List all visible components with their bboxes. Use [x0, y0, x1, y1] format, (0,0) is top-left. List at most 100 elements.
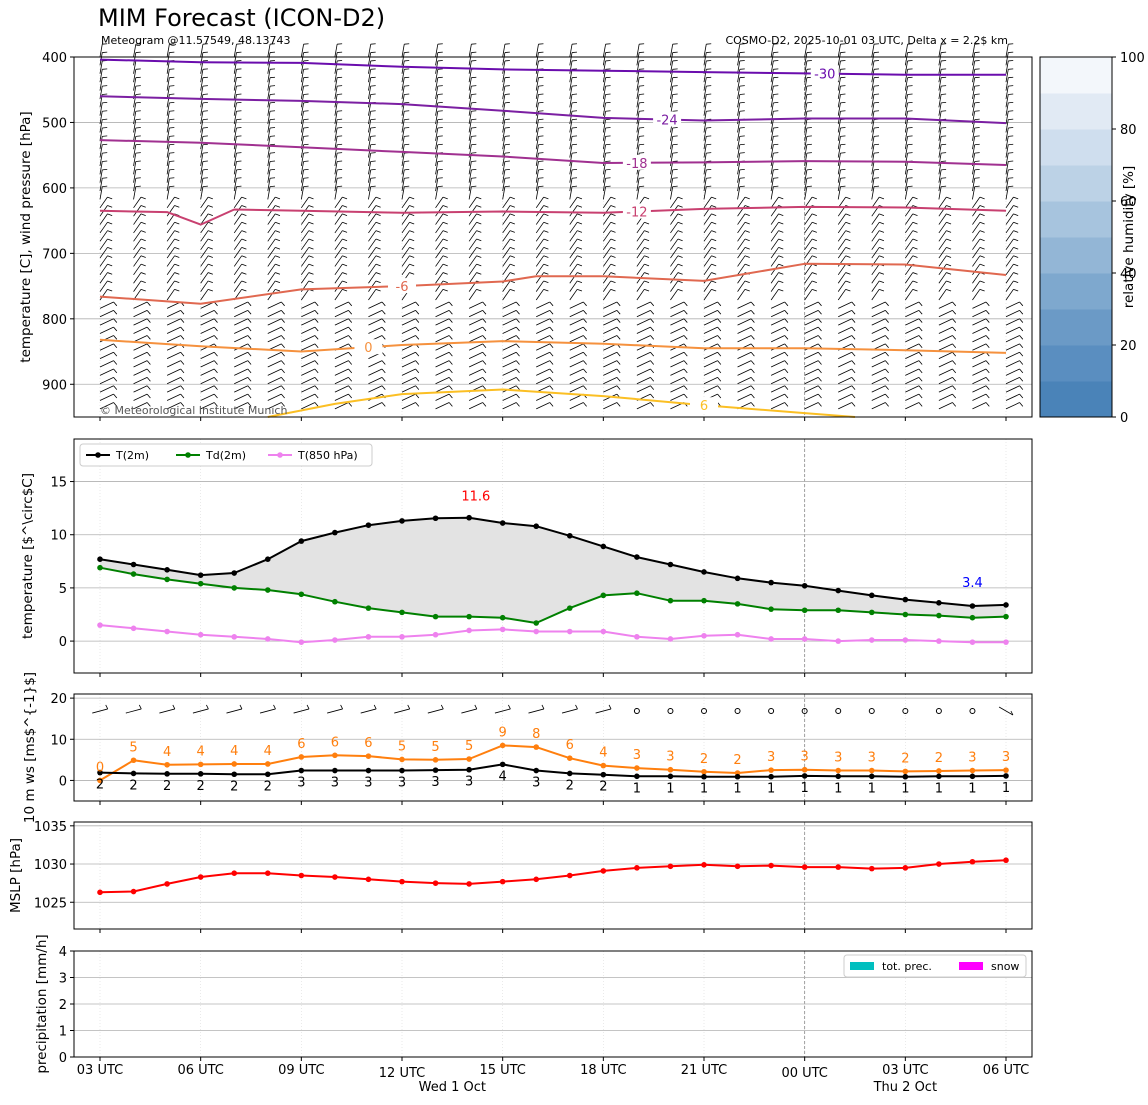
wind-barb-flag — [476, 213, 482, 216]
temperature-point — [734, 575, 741, 582]
wind-barb-staff — [334, 86, 338, 99]
wind-barb-flag — [375, 205, 381, 208]
wind-barb-flag — [1013, 263, 1019, 267]
wind-barb-flag — [107, 247, 113, 250]
mean-wind-value-label: 3 — [364, 776, 372, 791]
wind-barb-staff — [603, 368, 618, 376]
gust-point — [768, 767, 774, 773]
wind-barb-staff — [837, 153, 841, 166]
wind-barb-flag — [543, 221, 549, 225]
wind-barb-flag — [342, 280, 348, 283]
wind-barb-staff — [905, 213, 914, 225]
wind-barb-flag — [281, 335, 285, 340]
wind-barb-staff — [200, 52, 204, 66]
wind-barb-flag — [811, 247, 817, 250]
wind-barb-flag — [784, 310, 789, 315]
colorbar-tick-label: 100 — [1120, 51, 1145, 66]
wind-barb-staff — [99, 393, 114, 401]
wind-barb-staff — [267, 230, 276, 242]
wind-barb-flag — [342, 288, 348, 292]
wind-barb-flag — [442, 280, 448, 283]
wind-barb-staff — [703, 169, 707, 183]
wind-barb-staff — [334, 44, 338, 58]
wind-barb-flag — [711, 213, 717, 216]
wind-barb-staff — [234, 360, 248, 368]
mean-wind-point — [566, 770, 573, 777]
wind-barb-staff — [267, 326, 282, 334]
legend-box — [79, 443, 373, 467]
wind-barb-flag — [952, 360, 957, 365]
wind-barb-flag — [509, 247, 515, 250]
wind-barb-flag — [140, 272, 146, 275]
wind-barb-flag — [549, 393, 554, 399]
wind-barb-staff — [267, 402, 282, 410]
wind-barb-flag — [107, 272, 113, 275]
wind-barb-staff — [804, 335, 819, 343]
wind-barb-staff — [401, 238, 410, 250]
wind-barb-staff — [301, 402, 316, 410]
wind-barb-staff — [904, 69, 908, 83]
wind-barb-staff — [133, 111, 137, 125]
wind-barb-flag — [180, 318, 185, 323]
wind-barb-staff — [133, 238, 142, 250]
wind-barb-staff — [99, 238, 108, 250]
gust-point — [231, 761, 238, 767]
wind-barb-flag — [415, 402, 420, 407]
wind-barb-flag — [778, 288, 784, 292]
t850-point — [264, 636, 271, 642]
wind-barb-staff — [804, 280, 813, 292]
wind-barb-staff — [468, 205, 477, 217]
wind-barb-flag — [750, 310, 755, 315]
wind-barb-staff — [99, 377, 114, 385]
wind-barb-flag — [113, 310, 118, 315]
wind-barb-staff — [871, 153, 875, 166]
wind-barb-staff — [200, 335, 215, 343]
wind-barb-flag — [1013, 196, 1019, 200]
wind-barb-flag — [644, 263, 650, 267]
wind-barb-flag — [515, 343, 520, 348]
wind-barb-staff — [133, 393, 148, 401]
wind-barb-flag — [885, 301, 889, 307]
wind-barb-staff — [535, 280, 545, 292]
wind-barb-flag — [314, 335, 319, 340]
wind-barb-flag — [1013, 255, 1019, 258]
wind-barb-staff — [670, 136, 674, 150]
wind-barb-staff — [972, 301, 987, 309]
wind-barb-flag — [314, 377, 319, 382]
wind-barb-staff — [535, 213, 545, 225]
wind-barb-flag — [744, 255, 750, 258]
wind-barb-staff — [468, 393, 483, 401]
mean-wind-point — [533, 767, 540, 774]
wind-barb-staff — [99, 102, 103, 116]
wind-barb-staff — [334, 94, 338, 108]
surface-wind-flag — [340, 704, 343, 710]
wind-barb-staff — [233, 272, 243, 284]
wind-barb-staff — [334, 238, 343, 250]
wind-barb-staff — [334, 153, 338, 166]
wind-barb-staff — [938, 351, 953, 359]
wind-barb-staff — [99, 360, 114, 368]
mslp-point — [768, 862, 774, 869]
wind-barb-staff — [300, 69, 304, 83]
wind-barb-staff — [938, 247, 947, 259]
wind-barb-flag — [811, 272, 817, 275]
wind-barb-flag — [448, 301, 453, 307]
wind-barb-flag — [879, 213, 885, 216]
wind-barb-flag — [247, 301, 252, 307]
wind-barb-staff — [737, 351, 752, 359]
wind-barb-flag — [1013, 221, 1019, 225]
wind-barb-staff — [502, 86, 506, 99]
wind-barb-staff — [737, 280, 746, 292]
wind-barb-staff — [368, 272, 377, 284]
wind-barb-staff — [234, 318, 248, 326]
wind-barb-staff — [368, 94, 372, 108]
wind-barb-flag — [811, 213, 817, 216]
wind-barb-flag — [1019, 368, 1024, 374]
wind-barb-flag — [146, 352, 151, 357]
wind-barb-staff — [535, 255, 545, 267]
wind-barb-staff — [334, 144, 338, 158]
wind-barb-staff — [636, 301, 651, 309]
wind-barb-flag — [207, 280, 213, 283]
wind-barb-flag — [308, 255, 314, 258]
wind-barb-staff — [300, 153, 304, 166]
